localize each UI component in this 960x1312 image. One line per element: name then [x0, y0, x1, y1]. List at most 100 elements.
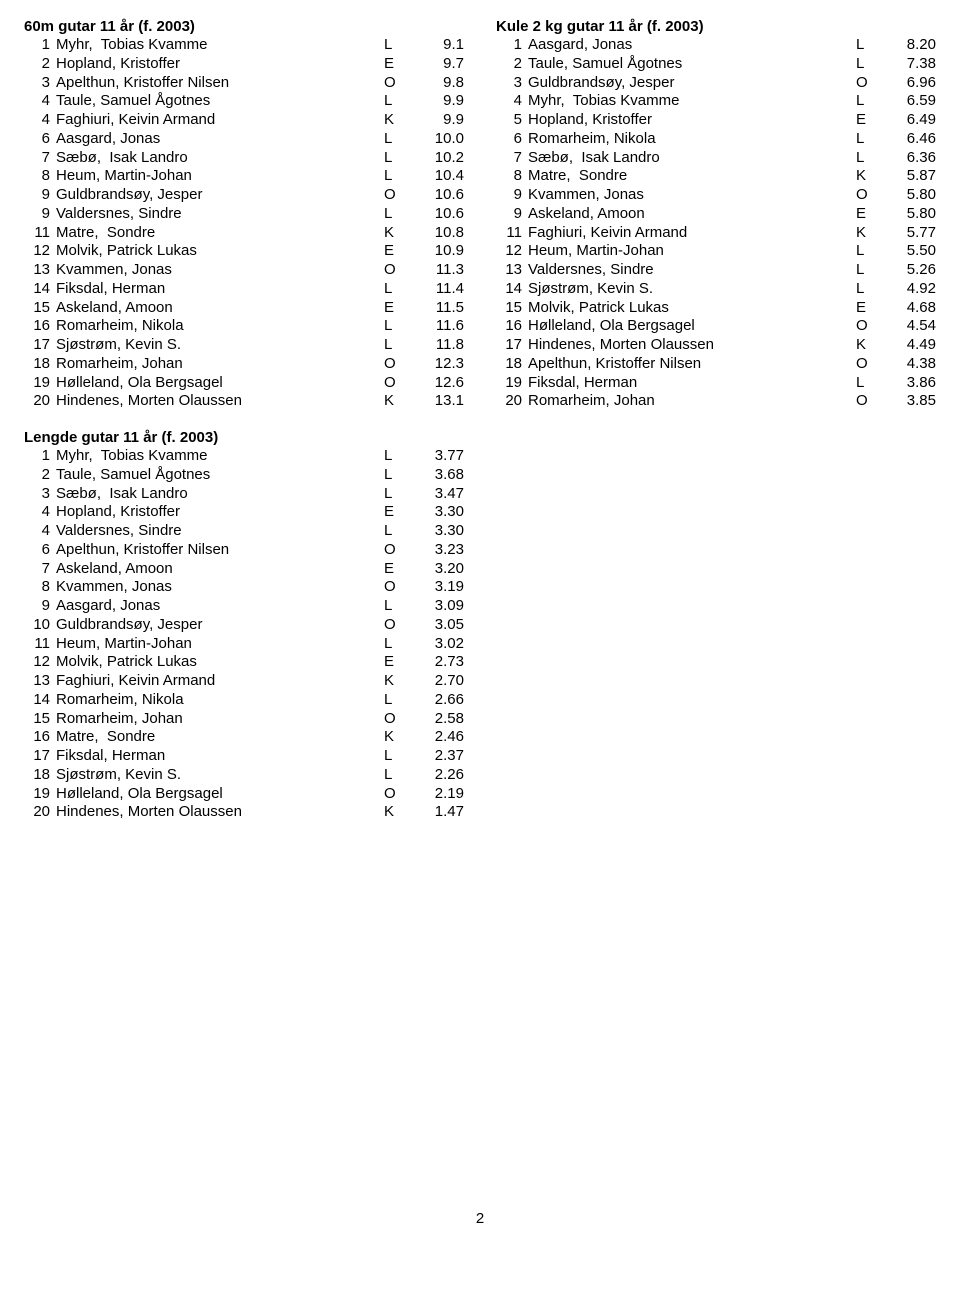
result-row: 1Aasgard, JonasL8.20 — [496, 36, 936, 55]
rank: 12 — [24, 653, 56, 672]
rank: 4 — [24, 522, 56, 541]
club-code: L — [384, 466, 408, 485]
club-code: L — [856, 55, 880, 74]
result-row: 3Sæbø, Isak LandroL3.47 — [24, 485, 464, 504]
result-row: 7Sæbø, Isak LandroL6.36 — [496, 149, 936, 168]
athlete-name: Molvik, Patrick Lukas — [56, 242, 384, 261]
athlete-name: Kvammen, Jonas — [56, 578, 384, 597]
athlete-name: Hopland, Kristoffer — [56, 55, 384, 74]
athlete-name: Romarheim, Nikola — [56, 691, 384, 710]
athlete-name: Romarheim, Johan — [528, 392, 856, 411]
result-value: 3.02 — [408, 635, 464, 654]
club-code: O — [384, 186, 408, 205]
club-code: O — [384, 541, 408, 560]
result-value: 10.4 — [408, 167, 464, 186]
result-row: 15Askeland, AmoonE11.5 — [24, 299, 464, 318]
result-row: 11Heum, Martin-JohanL3.02 — [24, 635, 464, 654]
athlete-name: Apelthun, Kristoffer Nilsen — [528, 355, 856, 374]
result-row: 14Sjøstrøm, Kevin S.L4.92 — [496, 280, 936, 299]
athlete-name: Hølleland, Ola Bergsagel — [56, 785, 384, 804]
athlete-name: Askeland, Amoon — [56, 560, 384, 579]
club-code: L — [856, 374, 880, 393]
club-code: O — [856, 317, 880, 336]
rank: 14 — [24, 280, 56, 299]
result-row: 4Myhr, Tobias KvammeL6.59 — [496, 92, 936, 111]
result-value: 9.9 — [408, 92, 464, 111]
athlete-name: Sjøstrøm, Kevin S. — [56, 336, 384, 355]
rank: 3 — [496, 74, 528, 93]
right-column: Kule 2 kg gutar 11 år (f. 2003) 1Aasgard… — [496, 18, 936, 429]
club-code: L — [856, 149, 880, 168]
rank: 20 — [496, 392, 528, 411]
result-value: 5.26 — [880, 261, 936, 280]
athlete-name: Romarheim, Johan — [56, 355, 384, 374]
result-value: 12.3 — [408, 355, 464, 374]
rank: 8 — [24, 578, 56, 597]
section-kule: Kule 2 kg gutar 11 år (f. 2003) 1Aasgard… — [496, 18, 936, 411]
rank: 6 — [24, 541, 56, 560]
result-row: 17Fiksdal, HermanL2.37 — [24, 747, 464, 766]
result-row: 17Sjøstrøm, Kevin S.L11.8 — [24, 336, 464, 355]
athlete-name: Hølleland, Ola Bergsagel — [528, 317, 856, 336]
athlete-name: Fiksdal, Herman — [528, 374, 856, 393]
club-code: E — [384, 560, 408, 579]
athlete-name: Heum, Martin-Johan — [56, 635, 384, 654]
club-code: K — [856, 224, 880, 243]
result-row: 16Hølleland, Ola BergsagelO4.54 — [496, 317, 936, 336]
athlete-name: Sæbø, Isak Landro — [56, 149, 384, 168]
result-value: 5.80 — [880, 205, 936, 224]
result-value: 4.38 — [880, 355, 936, 374]
athlete-name: Guldbrandsøy, Jesper — [528, 74, 856, 93]
result-value: 9.1 — [408, 36, 464, 55]
result-value: 13.1 — [408, 392, 464, 411]
result-row: 2Taule, Samuel ÅgotnesL3.68 — [24, 466, 464, 485]
rank: 2 — [24, 466, 56, 485]
result-value: 2.46 — [408, 728, 464, 747]
club-code: L — [384, 205, 408, 224]
rank: 19 — [496, 374, 528, 393]
result-row: 16Romarheim, NikolaL11.6 — [24, 317, 464, 336]
result-value: 10.6 — [408, 205, 464, 224]
club-code: L — [856, 92, 880, 111]
result-value: 2.19 — [408, 785, 464, 804]
athlete-name: Guldbrandsøy, Jesper — [56, 186, 384, 205]
club-code: L — [856, 36, 880, 55]
rank: 14 — [496, 280, 528, 299]
result-row: 14Fiksdal, HermanL11.4 — [24, 280, 464, 299]
result-row: 13Faghiuri, Keivin ArmandK2.70 — [24, 672, 464, 691]
section-lengde: Lengde gutar 11 år (f. 2003) 1Myhr, Tobi… — [24, 429, 464, 822]
rank: 13 — [496, 261, 528, 280]
result-row: 8Kvammen, JonasO3.19 — [24, 578, 464, 597]
athlete-name: Matre, Sondre — [56, 224, 384, 243]
athlete-name: Hopland, Kristoffer — [528, 111, 856, 130]
rank: 13 — [24, 672, 56, 691]
rank: 2 — [24, 55, 56, 74]
result-row: 11Matre, SondreK10.8 — [24, 224, 464, 243]
rank: 5 — [496, 111, 528, 130]
rank: 17 — [496, 336, 528, 355]
athlete-name: Sæbø, Isak Landro — [56, 485, 384, 504]
rank: 12 — [496, 242, 528, 261]
rank: 20 — [24, 392, 56, 411]
result-row: 14Romarheim, NikolaL2.66 — [24, 691, 464, 710]
result-value: 5.50 — [880, 242, 936, 261]
athlete-name: Hølleland, Ola Bergsagel — [56, 374, 384, 393]
result-value: 10.8 — [408, 224, 464, 243]
rank: 11 — [24, 224, 56, 243]
result-value: 3.20 — [408, 560, 464, 579]
result-row: 13Kvammen, JonasO11.3 — [24, 261, 464, 280]
result-value: 3.19 — [408, 578, 464, 597]
result-value: 3.09 — [408, 597, 464, 616]
rank: 17 — [24, 747, 56, 766]
rank: 15 — [24, 710, 56, 729]
club-code: O — [384, 616, 408, 635]
club-code: K — [384, 803, 408, 822]
result-row: 4Taule, Samuel ÅgotnesL9.9 — [24, 92, 464, 111]
club-code: L — [384, 691, 408, 710]
rank: 19 — [24, 785, 56, 804]
rank: 11 — [496, 224, 528, 243]
club-code: E — [856, 299, 880, 318]
rank: 9 — [496, 205, 528, 224]
result-value: 9.7 — [408, 55, 464, 74]
result-row: 2Taule, Samuel ÅgotnesL7.38 — [496, 55, 936, 74]
